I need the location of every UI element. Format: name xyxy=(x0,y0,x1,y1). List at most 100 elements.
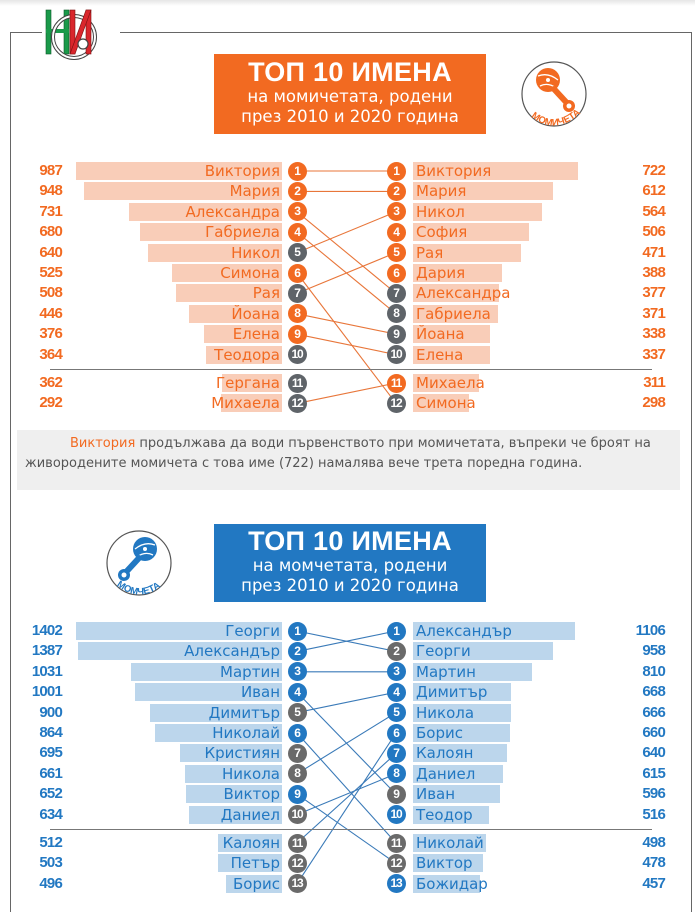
girls-rank-badge-left-11: 11 xyxy=(287,373,307,393)
boys-bar-left-5 xyxy=(149,703,282,722)
girls-title: ТОП 10 ИМЕНА xyxy=(248,57,452,87)
boys-rank-badge-right-10: 10 xyxy=(386,805,406,825)
girls-name-left-8: Йоана xyxy=(231,304,280,323)
girls-name-right-12: Симона xyxy=(416,394,476,413)
girls-subtitle-line2: през 2010 и 2020 година xyxy=(241,107,459,126)
girls-value-right-12: 298 xyxy=(642,394,665,412)
boys-name-right-6: Борис xyxy=(416,724,463,742)
boys-name-left-3: Мартин xyxy=(220,662,280,681)
boys-value-left-2: 1387 xyxy=(31,642,63,660)
boys-bar-right-11 xyxy=(413,834,486,852)
boys-rank-badge-left-8: 8 xyxy=(287,764,307,784)
boys-value-left-8: 661 xyxy=(39,764,62,782)
boys-rank-badge-right-6: 6 xyxy=(386,723,406,743)
boys-rank-badge-right-8: 8 xyxy=(386,764,406,784)
boys-rank-badge-left-6: 6 xyxy=(287,723,307,743)
boys-value-left-1: 1402 xyxy=(31,622,63,639)
boys-name-left-9: Виктор xyxy=(223,785,280,804)
boys-name-left-4: Иван xyxy=(240,683,280,702)
girls-rank-badge-left-4: 4 xyxy=(287,222,307,242)
boys-link-10-to-8 xyxy=(296,773,397,816)
boys-link-11-to-7 xyxy=(296,752,397,844)
boys-rank-badge-right-3: 3 xyxy=(386,662,406,682)
boys-name-right-11: Николай xyxy=(416,834,484,852)
girls-bar-left-12 xyxy=(221,394,282,413)
boys-rank-badge-left-1: 1 xyxy=(287,621,307,641)
girls-name-right-7: Александра xyxy=(416,284,511,303)
girls-bar-left-3 xyxy=(129,202,282,221)
girls-bar-right-10 xyxy=(413,345,490,364)
girls-value-right-9: 338 xyxy=(642,325,665,343)
boys-name-right-5: Никола xyxy=(416,703,475,722)
boys-link-8-to-5 xyxy=(296,712,397,775)
girls-value-right-11: 311 xyxy=(643,374,666,391)
girls-name-left-12: Михаела xyxy=(211,394,280,413)
boys-value-left-9: 652 xyxy=(39,785,62,803)
boys-bar-right-10 xyxy=(413,805,489,824)
girls-rank-badge-left-9: 9 xyxy=(287,324,307,344)
girls-name-right-3: Никол xyxy=(416,202,465,221)
boys-value-right-7: 640 xyxy=(642,744,665,762)
boys-rank-badge-right-5: 5 xyxy=(386,703,406,723)
girls-value-left-4: 680 xyxy=(39,223,62,241)
boys-value-right-5: 666 xyxy=(642,703,665,721)
girls-bar-left-6 xyxy=(172,264,282,282)
boys-value-right-11: 498 xyxy=(642,834,665,851)
boys-value-right-2: 958 xyxy=(642,642,665,660)
girls-link-7-to-5 xyxy=(296,252,397,294)
girls-name-right-10: Елена xyxy=(416,345,464,364)
girls-name-left-3: Александра xyxy=(185,202,280,221)
note-highlight-name: Виктория xyxy=(70,436,136,451)
girls-value-right-7: 377 xyxy=(642,284,665,302)
girls-value-right-4: 506 xyxy=(642,223,665,241)
boys-bar-left-3 xyxy=(130,662,282,681)
boys-rank-badge-left-12: 12 xyxy=(287,853,307,873)
boys-value-left-7: 695 xyxy=(39,744,62,762)
svg-text:МОМЧЕТА: МОМЧЕТА xyxy=(115,579,163,598)
boys-name-left-6: Николай xyxy=(212,724,280,742)
girls-name-left-6: Симона xyxy=(220,264,280,282)
boys-rank-badge-right-12: 12 xyxy=(386,853,406,873)
boys-name-right-12: Виктор xyxy=(416,854,473,873)
infographic-frame xyxy=(10,32,692,912)
girls-subtitle-line1: на момичетата, родени xyxy=(247,87,453,106)
girls-rank-badge-right-10: 10 xyxy=(386,345,406,365)
girls-value-left-10: 364 xyxy=(39,345,62,363)
girls-value-left-9: 376 xyxy=(39,325,62,343)
girls-bar-left-10 xyxy=(206,345,282,364)
boys-name-left-8: Никола xyxy=(221,764,280,783)
girls-value-left-1: 987 xyxy=(39,162,62,179)
girls-bar-left-11 xyxy=(222,374,282,392)
girls-name-right-2: Мария xyxy=(416,182,467,201)
boys-name-right-4: Димитър xyxy=(416,683,488,702)
girls-name-right-4: София xyxy=(416,223,468,242)
girls-value-right-5: 471 xyxy=(642,243,665,261)
girls-value-right-6: 388 xyxy=(642,264,665,281)
boys-value-left-6: 864 xyxy=(39,724,62,741)
rattle-icon: МОМИЧЕТА xyxy=(521,61,587,129)
girls-rank-badge-right-9: 9 xyxy=(386,324,406,344)
girls-name-right-9: Йоана xyxy=(416,325,465,344)
rattle-icon: МОМЧЕТА xyxy=(106,530,172,598)
boys-value-right-12: 478 xyxy=(642,854,665,872)
boys-rank-badge-left-4: 4 xyxy=(287,682,307,702)
boys-subtitle-line2: през 2010 и 2020 година xyxy=(241,576,459,595)
boys-title: ТОП 10 ИМЕНА xyxy=(248,526,452,556)
boys-bar-left-1 xyxy=(76,622,282,640)
boys-bar-right-12 xyxy=(413,854,483,873)
boys-link-13-to-6 xyxy=(296,732,397,885)
boys-name-right-7: Калоян xyxy=(416,744,474,763)
boys-name-right-3: Мартин xyxy=(416,662,476,681)
girls-value-right-3: 564 xyxy=(642,202,665,220)
girls-link-9-to-10 xyxy=(296,333,397,356)
girls-rank-badge-left-7: 7 xyxy=(287,283,307,303)
boys-value-left-4: 1001 xyxy=(31,683,63,701)
girls-bar-right-5 xyxy=(413,243,521,262)
girls-bar-right-8 xyxy=(413,304,498,323)
girls-top10-separator xyxy=(50,369,652,370)
boys-name-left-2: Александър xyxy=(184,642,280,661)
boys-bar-right-1 xyxy=(413,622,575,640)
boys-name-left-11: Калоян xyxy=(222,834,280,852)
